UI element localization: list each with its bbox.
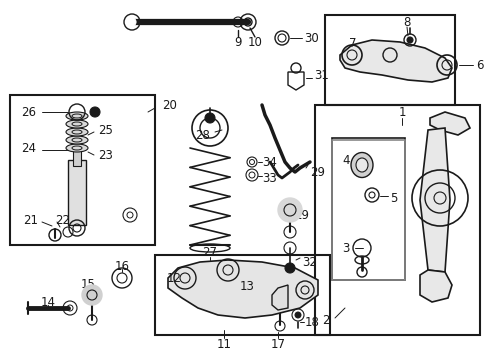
Text: 6: 6 <box>475 59 483 72</box>
Ellipse shape <box>66 128 88 136</box>
Polygon shape <box>419 270 451 302</box>
Text: 18: 18 <box>305 315 319 328</box>
Text: 17: 17 <box>270 338 285 351</box>
Bar <box>325 15 454 105</box>
Circle shape <box>294 312 301 318</box>
Ellipse shape <box>66 144 88 152</box>
Ellipse shape <box>66 136 88 144</box>
Text: 10: 10 <box>247 36 262 49</box>
Text: 15: 15 <box>81 279 95 292</box>
Text: 22: 22 <box>55 213 70 226</box>
Circle shape <box>278 198 302 222</box>
Text: 12: 12 <box>167 271 182 284</box>
Text: 20: 20 <box>162 99 177 112</box>
Circle shape <box>285 263 294 273</box>
Text: 11: 11 <box>216 338 231 351</box>
Circle shape <box>204 113 215 123</box>
Bar <box>331 140 404 280</box>
Text: 33: 33 <box>262 171 276 185</box>
Text: 7: 7 <box>349 36 356 50</box>
Text: 16: 16 <box>114 260 129 273</box>
Polygon shape <box>429 112 469 135</box>
Text: 8: 8 <box>403 15 410 28</box>
Text: 26: 26 <box>21 105 36 118</box>
Text: 4: 4 <box>342 153 349 166</box>
Ellipse shape <box>350 153 372 177</box>
Text: 30: 30 <box>304 32 318 45</box>
Ellipse shape <box>66 112 88 120</box>
Bar <box>68 160 86 225</box>
Text: 2: 2 <box>322 314 329 327</box>
Circle shape <box>128 18 136 26</box>
Bar <box>155 255 329 335</box>
Text: 32: 32 <box>302 256 316 269</box>
Polygon shape <box>419 128 449 272</box>
Bar <box>314 105 479 335</box>
Text: 34: 34 <box>262 156 276 168</box>
Text: 25: 25 <box>98 123 113 136</box>
Ellipse shape <box>355 158 367 172</box>
Text: 21: 21 <box>23 213 38 226</box>
Circle shape <box>82 285 102 305</box>
Text: 24: 24 <box>21 141 36 154</box>
Polygon shape <box>168 260 317 318</box>
Text: 3: 3 <box>342 242 349 255</box>
Text: 31: 31 <box>313 68 328 81</box>
Polygon shape <box>271 285 287 310</box>
Bar <box>73 148 81 166</box>
Bar <box>10 95 155 245</box>
Ellipse shape <box>66 120 88 128</box>
Text: 9: 9 <box>234 36 241 49</box>
Polygon shape <box>339 40 451 82</box>
Text: 23: 23 <box>98 149 113 162</box>
Text: 14: 14 <box>41 296 55 309</box>
Text: 29: 29 <box>309 166 325 179</box>
Text: 27: 27 <box>202 246 217 258</box>
Text: 28: 28 <box>195 129 209 141</box>
Text: 5: 5 <box>389 192 397 204</box>
Text: 1: 1 <box>397 105 405 118</box>
Circle shape <box>406 37 412 43</box>
Bar <box>331 138 404 280</box>
Circle shape <box>90 107 100 117</box>
Text: 13: 13 <box>240 279 254 292</box>
Text: 19: 19 <box>294 208 309 221</box>
